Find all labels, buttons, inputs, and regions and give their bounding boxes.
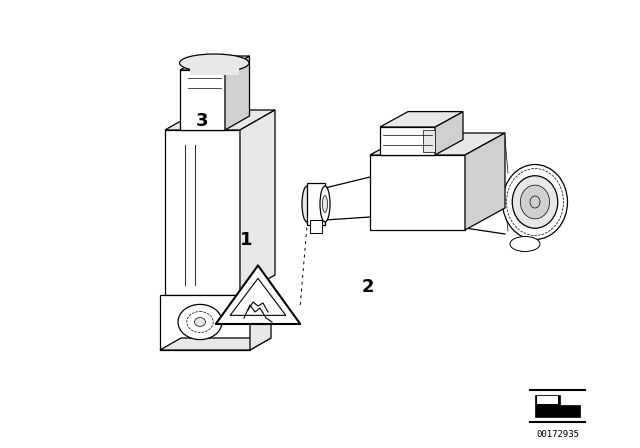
Text: 2: 2 — [362, 278, 374, 296]
Polygon shape — [435, 112, 463, 155]
Ellipse shape — [530, 196, 540, 208]
Polygon shape — [225, 56, 250, 130]
Ellipse shape — [187, 311, 213, 332]
Ellipse shape — [512, 176, 557, 228]
Polygon shape — [240, 110, 275, 295]
Ellipse shape — [510, 237, 540, 251]
Polygon shape — [160, 338, 271, 350]
Ellipse shape — [178, 304, 222, 340]
Ellipse shape — [179, 54, 249, 72]
Polygon shape — [380, 112, 463, 127]
Polygon shape — [190, 63, 239, 75]
Polygon shape — [370, 133, 505, 155]
Polygon shape — [310, 220, 322, 233]
Ellipse shape — [320, 186, 330, 222]
Ellipse shape — [502, 164, 568, 240]
Text: 3: 3 — [195, 112, 208, 130]
Text: ⚠: ⚠ — [249, 298, 267, 318]
Polygon shape — [537, 396, 558, 404]
Polygon shape — [165, 110, 275, 130]
Polygon shape — [230, 278, 286, 315]
Polygon shape — [216, 265, 300, 324]
Polygon shape — [380, 127, 435, 155]
Ellipse shape — [323, 196, 328, 212]
Polygon shape — [250, 283, 271, 350]
Text: 00172935: 00172935 — [536, 430, 579, 439]
Ellipse shape — [520, 185, 550, 219]
Polygon shape — [160, 295, 250, 350]
Ellipse shape — [302, 186, 312, 222]
Polygon shape — [465, 133, 505, 230]
Text: 1: 1 — [240, 231, 253, 249]
Polygon shape — [180, 70, 225, 130]
Polygon shape — [370, 155, 465, 230]
Ellipse shape — [195, 318, 205, 327]
Polygon shape — [307, 183, 325, 225]
Polygon shape — [180, 56, 250, 70]
Polygon shape — [423, 130, 435, 152]
Polygon shape — [165, 130, 240, 295]
Polygon shape — [535, 395, 580, 417]
